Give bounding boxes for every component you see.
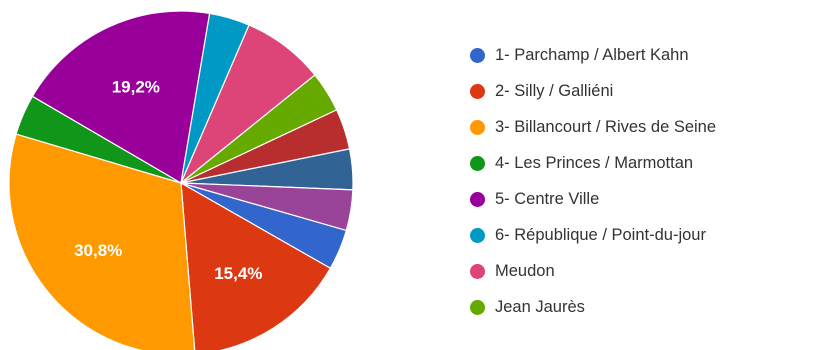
legend-swatch-icon: [470, 83, 485, 99]
legend-label: 5- Centre Ville: [495, 189, 600, 208]
legend-item[interactable]: 5- Centre Ville: [470, 181, 810, 217]
pie-slice-3[interactable]: [8, 133, 196, 350]
legend-item[interactable]: 4- Les Princes / Marmottan: [470, 145, 810, 181]
slice-data-label: 19,2%: [112, 77, 160, 96]
legend-item[interactable]: 1- Parchamp / Albert Kahn: [470, 37, 810, 73]
legend-label: 4- Les Princes / Marmottan: [495, 153, 694, 172]
legend-swatch-icon: [470, 119, 485, 135]
pie-slice-11[interactable]: [180, 182, 354, 232]
legend-label: Jean Jaurès: [495, 297, 585, 316]
legend-label: 6- République / Point-du-jour: [495, 225, 706, 244]
legend-label: 2- Silly / Galliéni: [495, 81, 614, 100]
pie-slice-5[interactable]: [31, 10, 211, 184]
pie-slice-2[interactable]: [180, 181, 332, 350]
legend-swatch-icon: [470, 191, 485, 207]
legend-item[interactable]: Meudon: [470, 253, 810, 289]
legend-swatch-icon: [470, 155, 485, 171]
legend-label: Meudon: [495, 261, 555, 280]
slice-data-label: 30,8%: [74, 241, 122, 260]
pie-plot-area: 15,4% 30,8% 19,2%: [8, 10, 354, 350]
legend-swatch-icon: [470, 47, 485, 63]
legend-item[interactable]: 2- Silly / Galliéni: [470, 73, 810, 109]
legend-label: 3- Billancourt / Rives de Seine: [495, 117, 717, 136]
chart-legend: 1- Parchamp / Albert Kahn 2- Silly / Gall…: [470, 37, 810, 325]
legend-swatch-icon: [470, 263, 485, 279]
legend-item[interactable]: 6- République / Point-du-jour: [470, 217, 810, 253]
slice-data-label: 15,4%: [214, 264, 262, 283]
legend-label: 1- Parchamp / Albert Kahn: [495, 45, 689, 64]
legend-swatch-icon: [470, 299, 485, 315]
legend-swatch-icon: [470, 227, 485, 243]
legend-item[interactable]: Jean Jaurès: [470, 289, 810, 325]
legend-item[interactable]: 3- Billancourt / Rives de Seine: [470, 109, 810, 145]
